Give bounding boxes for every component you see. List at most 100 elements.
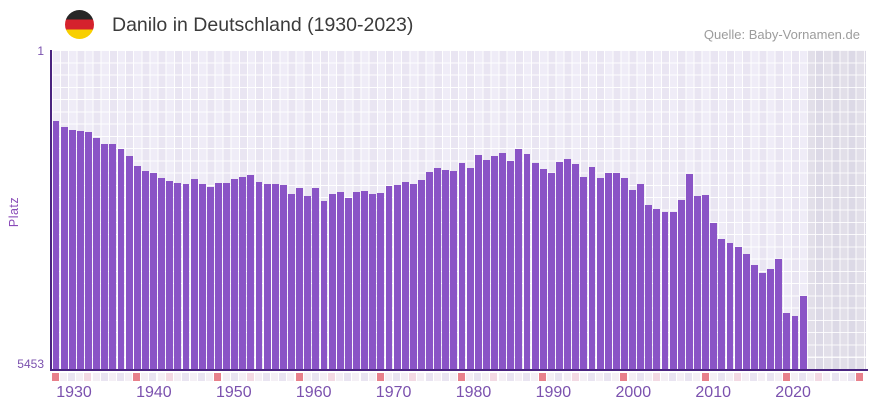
x-tick-2020: 2020 (775, 384, 811, 401)
rank-bar-1995[interactable] (580, 176, 588, 369)
rank-bar-1932[interactable] (68, 129, 76, 369)
rank-bar-1943[interactable] (158, 178, 166, 369)
rank-bar-1954[interactable] (247, 174, 255, 369)
rank-bar-1996[interactable] (588, 166, 596, 369)
rank-bar-2002[interactable] (637, 183, 645, 369)
rank-bar-1999[interactable] (612, 172, 620, 369)
rank-bar-1993[interactable] (564, 158, 572, 369)
rank-bar-1977[interactable] (434, 167, 442, 369)
rank-bar-1940[interactable] (133, 165, 141, 369)
rank-bar-1946[interactable] (182, 183, 190, 369)
rank-bar-1937[interactable] (109, 143, 117, 369)
rank-bar-1950[interactable] (215, 182, 222, 369)
rank-bar-2010[interactable] (702, 195, 710, 369)
rank-bar-1973[interactable] (401, 181, 409, 369)
rank-bar-1933[interactable] (76, 131, 84, 369)
rank-bar-2022[interactable] (799, 295, 807, 369)
rank-bar-1961[interactable] (304, 195, 312, 369)
rank-bar-1953[interactable] (239, 176, 247, 369)
rank-bar-2006[interactable] (669, 212, 677, 369)
rank-bar-1974[interactable] (409, 183, 417, 369)
rank-bar-2012[interactable] (718, 238, 726, 369)
rank-bar-1945[interactable] (174, 182, 182, 369)
rank-bar-1966[interactable] (344, 197, 352, 369)
rank-bar-1969[interactable] (369, 193, 377, 369)
rank-bar-1962[interactable] (312, 188, 320, 369)
rank-bar-1959[interactable] (288, 193, 295, 369)
rank-bar-1986[interactable] (507, 160, 515, 369)
rank-bar-2020[interactable] (783, 312, 791, 369)
rank-bar-2018[interactable] (767, 269, 775, 369)
rank-bar-1975[interactable] (418, 179, 425, 369)
rank-bar-1956[interactable] (263, 183, 271, 369)
rank-bar-1978[interactable] (442, 169, 450, 369)
rank-bar-1936[interactable] (101, 143, 109, 369)
rank-bar-1987[interactable] (515, 149, 523, 369)
rank-bar-1988[interactable] (523, 153, 531, 369)
rank-bar-2019[interactable] (775, 259, 783, 369)
rank-bar-1985[interactable] (499, 152, 507, 369)
rank-bar-1980[interactable] (458, 162, 466, 369)
rank-bar-2003[interactable] (645, 204, 653, 369)
rank-bar-1952[interactable] (231, 178, 239, 369)
rank-bar-1955[interactable] (255, 181, 263, 369)
rank-bar-2014[interactable] (734, 246, 742, 369)
rank-bar-2009[interactable] (694, 195, 701, 369)
rank-bar-1938[interactable] (117, 149, 125, 369)
rank-bar-1971[interactable] (385, 185, 393, 369)
rank-bar-2017[interactable] (759, 273, 766, 369)
rank-bar-1981[interactable] (466, 167, 474, 369)
rank-bar-1992[interactable] (556, 161, 563, 369)
rank-bar-1930[interactable] (52, 121, 60, 369)
rank-bar-2016[interactable] (750, 264, 758, 369)
rank-bar-2004[interactable] (653, 209, 661, 369)
rank-bar-1960[interactable] (296, 188, 304, 369)
rank-bar-1983[interactable] (482, 159, 490, 369)
rank-bar-1941[interactable] (141, 171, 149, 369)
rank-bar-1963[interactable] (320, 200, 328, 369)
rank-bar-1968[interactable] (361, 190, 369, 369)
rank-bar-1972[interactable] (393, 185, 401, 369)
rank-bar-2011[interactable] (710, 223, 718, 369)
rank-bar-1984[interactable] (491, 156, 498, 369)
strip-cell-2001 (628, 373, 636, 381)
rank-bar-1957[interactable] (271, 183, 279, 369)
rank-bar-1935[interactable] (93, 137, 101, 369)
rank-bar-2000[interactable] (621, 178, 628, 369)
rank-bar-1991[interactable] (547, 172, 555, 369)
rank-bar-1997[interactable] (596, 178, 604, 369)
rank-bar-1990[interactable] (539, 168, 547, 369)
rank-bar-2005[interactable] (661, 212, 669, 369)
strip-cell-1997 (596, 373, 604, 381)
rank-bar-1982[interactable] (474, 154, 482, 369)
rank-bar-2015[interactable] (742, 253, 750, 369)
rank-bar-1944[interactable] (166, 181, 174, 369)
rank-bar-2008[interactable] (685, 173, 693, 369)
rank-bar-2021[interactable] (791, 315, 799, 369)
rank-bar-1989[interactable] (531, 162, 539, 369)
rank-bar-1942[interactable] (150, 172, 157, 369)
rank-bar-1958[interactable] (279, 185, 287, 369)
strip-cell-1983 (482, 373, 490, 381)
rank-bar-1967[interactable] (353, 192, 360, 369)
strip-cell-1968 (360, 373, 368, 381)
strip-cell-1972 (393, 373, 401, 381)
rank-bar-1934[interactable] (85, 132, 92, 369)
rank-bar-2007[interactable] (677, 199, 685, 369)
rank-bar-1964[interactable] (328, 193, 336, 369)
rank-bar-1976[interactable] (426, 171, 433, 369)
rank-bar-1951[interactable] (223, 182, 230, 369)
rank-bar-1948[interactable] (198, 183, 206, 369)
rank-bar-1965[interactable] (336, 192, 344, 369)
y-axis-line (50, 50, 52, 371)
rank-bar-1947[interactable] (190, 178, 198, 369)
rank-bar-1998[interactable] (604, 172, 612, 369)
rank-bar-1939[interactable] (125, 156, 133, 369)
rank-bar-1949[interactable] (206, 186, 214, 369)
rank-bar-1994[interactable] (572, 164, 580, 369)
rank-bar-2001[interactable] (629, 189, 636, 369)
rank-bar-1970[interactable] (377, 192, 385, 369)
rank-bar-2013[interactable] (726, 243, 734, 369)
rank-bar-1931[interactable] (60, 126, 68, 369)
rank-bar-1979[interactable] (450, 171, 458, 369)
